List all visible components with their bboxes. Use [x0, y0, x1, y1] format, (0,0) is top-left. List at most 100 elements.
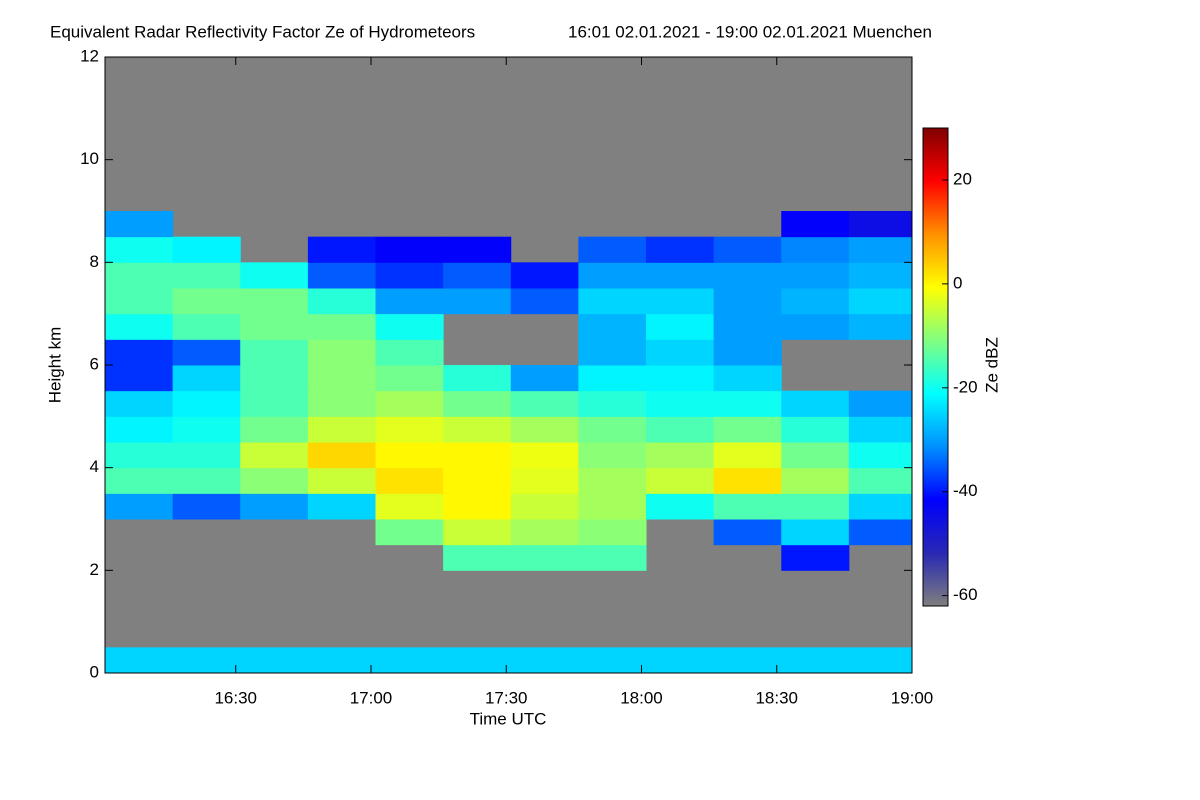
heatmap-cell: [443, 493, 512, 520]
heatmap-cell: [172, 313, 241, 340]
x-tick-label: 17:30: [485, 688, 528, 707]
colorbar-tick-label: 20: [953, 169, 972, 188]
heatmap-cell: [443, 647, 512, 674]
heatmap-cell: [375, 467, 444, 494]
heatmap-cell: [848, 288, 913, 315]
heatmap-cell: [105, 365, 174, 392]
heatmap-cell: [375, 288, 444, 315]
colorbar-tick-label: -40: [953, 481, 978, 500]
y-tick-label: 4: [90, 457, 99, 476]
heatmap-cell: [646, 262, 715, 289]
heatmap-cell: [578, 365, 647, 392]
heatmap-cell: [781, 390, 850, 417]
heatmap-cell: [848, 236, 913, 263]
heatmap-cell: [375, 493, 444, 520]
y-axis-label: Height km: [45, 327, 64, 404]
heatmap-cell: [172, 339, 241, 366]
heatmap-cell: [105, 211, 174, 238]
heatmap-cell: [443, 519, 512, 546]
colorbar-tick-label: -20: [953, 377, 978, 396]
heatmap-cell: [578, 313, 647, 340]
heatmap-cell: [172, 442, 241, 469]
x-tick-label: 18:00: [620, 688, 663, 707]
heatmap-cell: [848, 416, 913, 443]
heatmap-cell: [713, 390, 782, 417]
heatmap-cell: [307, 390, 377, 417]
heatmap-cell: [240, 493, 309, 520]
x-axis-label: Time UTC: [470, 709, 547, 728]
x-tick-label: 16:30: [214, 688, 257, 707]
x-tick-label: 19:00: [891, 688, 934, 707]
heatmap-cell: [510, 493, 579, 520]
heatmap-cell: [105, 416, 174, 443]
heatmap-cell: [578, 339, 647, 366]
heatmap-cell: [307, 339, 377, 366]
heatmap-cell: [848, 442, 913, 469]
heatmap-cell: [240, 313, 309, 340]
heatmap-cell: [578, 647, 647, 674]
heatmap-cell: [240, 416, 309, 443]
colorbar-label: Ze dBZ: [982, 337, 1001, 393]
heatmap-cell: [307, 467, 377, 494]
heatmap-cell: [781, 544, 850, 571]
chart-title: Equivalent Radar Reflectivity Factor Ze …: [50, 22, 475, 41]
colorbar-tick-label: -60: [953, 585, 978, 604]
heatmap-cell: [781, 519, 850, 546]
heatmap-cell: [848, 313, 913, 340]
heatmap-cell: [578, 467, 647, 494]
heatmap-cell: [375, 390, 444, 417]
heatmap-cell: [443, 288, 512, 315]
heatmap-cell: [307, 647, 377, 674]
heatmap-cell: [105, 313, 174, 340]
heatmap-cell: [848, 493, 913, 520]
heatmap-cell: [510, 544, 579, 571]
heatmap-cell: [105, 288, 174, 315]
heatmap-cell: [307, 493, 377, 520]
heatmap-cell: [105, 442, 174, 469]
heatmap-cell: [375, 339, 444, 366]
heatmap-cell: [443, 365, 512, 392]
heatmap-cell: [443, 236, 512, 263]
colorbar-tick-label: 0: [953, 273, 962, 292]
heatmap-cell: [781, 262, 850, 289]
heatmap-cell: [172, 416, 241, 443]
heatmap-cell: [443, 262, 512, 289]
heatmap-cell: [646, 288, 715, 315]
heatmap-cell: [781, 416, 850, 443]
heatmap-cell: [646, 647, 715, 674]
heatmap-cell: [578, 288, 647, 315]
heatmap-cell: [240, 647, 309, 674]
heatmap-cell: [172, 236, 241, 263]
heatmap-cell: [848, 467, 913, 494]
heatmap-cell: [307, 288, 377, 315]
heatmap-cell: [443, 442, 512, 469]
heatmap-cell: [172, 493, 241, 520]
heatmap-cell: [240, 467, 309, 494]
heatmap-cell: [172, 467, 241, 494]
heatmap-cell: [848, 390, 913, 417]
heatmap-cell: [848, 519, 913, 546]
heatmap-cell: [307, 262, 377, 289]
heatmap-cell: [646, 390, 715, 417]
heatmap-cell: [510, 390, 579, 417]
heatmap-cell: [781, 647, 850, 674]
heatmap-cell: [105, 236, 174, 263]
heatmap-cell: [646, 467, 715, 494]
heatmap-cell: [172, 647, 241, 674]
heatmap-cell: [240, 339, 309, 366]
heatmap-cell: [172, 288, 241, 315]
heatmap-cell: [375, 262, 444, 289]
heatmap-cell: [713, 442, 782, 469]
heatmap-cell: [713, 262, 782, 289]
heatmap-cell: [848, 647, 913, 674]
y-tick-label: 0: [90, 662, 99, 681]
heatmap-cell: [713, 493, 782, 520]
heatmap-cell: [375, 519, 444, 546]
heatmap-cell: [240, 262, 309, 289]
y-tick-label: 8: [90, 252, 99, 271]
heatmap-cell: [781, 442, 850, 469]
heatmap-cell: [510, 519, 579, 546]
heatmap-cell: [172, 365, 241, 392]
heatmap-cell: [781, 288, 850, 315]
heatmap-cell: [510, 416, 579, 443]
